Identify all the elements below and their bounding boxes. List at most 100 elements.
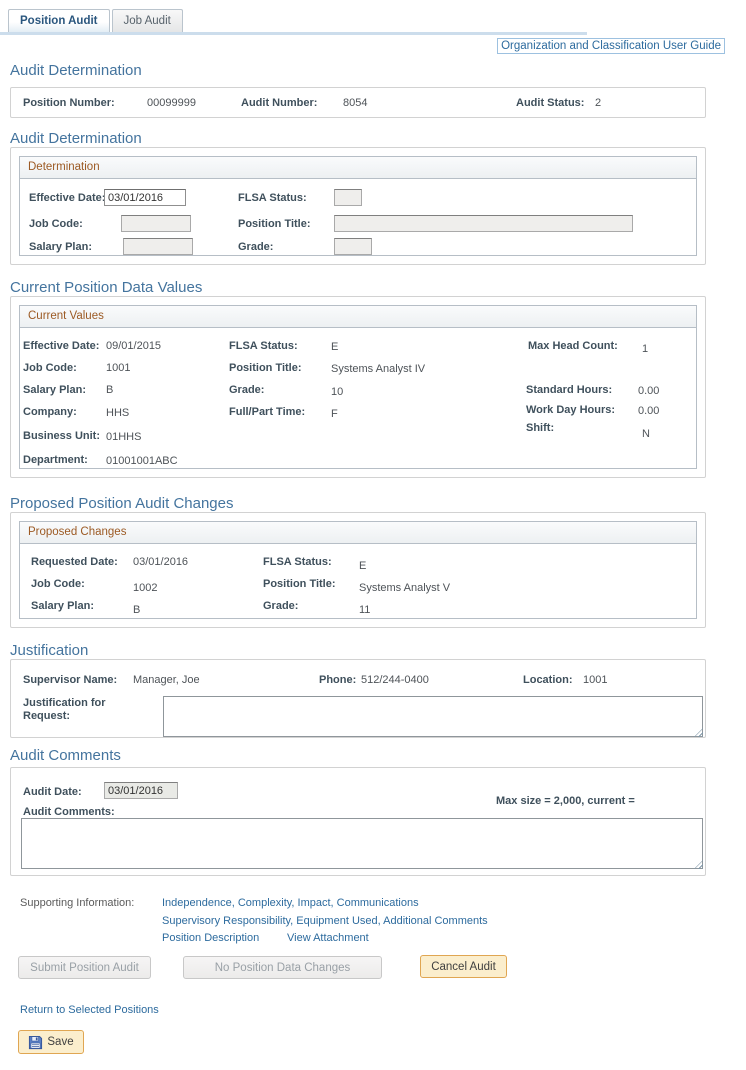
cur-max-head-count-value: 1 xyxy=(642,343,649,355)
proposed-changes-fields: Requested Date: 03/01/2016 Job Code: 100… xyxy=(20,544,696,619)
prop-salary-plan-value: B xyxy=(133,604,141,616)
cancel-audit-button[interactable]: Cancel Audit xyxy=(420,955,507,978)
prop-salary-plan-label: Salary Plan: xyxy=(31,600,94,612)
location-label: Location: xyxy=(523,674,573,686)
current-values-box: Current Values Effective Date: 09/01/201… xyxy=(10,296,706,478)
audit-number-value: 8054 xyxy=(343,97,368,109)
prop-flsa-value: E xyxy=(359,560,367,572)
justification-box: Supervisor Name: Manager, Joe Phone: 512… xyxy=(10,659,706,738)
user-guide-link[interactable]: Organization and Classification User Gui… xyxy=(497,38,725,54)
prop-job-code-value: 1002 xyxy=(133,582,158,594)
determination-group-title: Determination xyxy=(20,157,696,179)
save-button-label: Save xyxy=(47,1036,74,1048)
max-size-note: Max size = 2,000, current = xyxy=(496,795,635,807)
determination-groupbox: Determination Effective Date: FLSA Statu… xyxy=(19,156,697,256)
location-value: 1001 xyxy=(583,674,608,686)
cur-business-unit-value: 01HHS xyxy=(106,431,142,443)
cur-salary-plan-label: Salary Plan: xyxy=(23,384,86,396)
effective-date-input[interactable] xyxy=(104,189,186,206)
prop-requested-date-label: Requested Date: xyxy=(31,556,118,568)
proposed-changes-group-title: Proposed Changes xyxy=(20,522,696,544)
flsa-status-label: FLSA Status: xyxy=(238,192,307,204)
audit-comments-box: Audit Date: Max size = 2,000, current = … xyxy=(10,767,706,876)
tab-bar: Position Audit Job Audit xyxy=(8,9,183,32)
link-independence-complexity[interactable]: Independence, Complexity, Impact, Commun… xyxy=(162,897,419,909)
salary-plan-input[interactable] xyxy=(123,238,193,255)
position-title-input[interactable] xyxy=(334,215,633,232)
cur-full-part-value: F xyxy=(331,408,338,420)
audit-comments-label: Audit Comments: xyxy=(23,806,115,818)
cur-flsa-label: FLSA Status: xyxy=(229,340,298,352)
job-code-input[interactable] xyxy=(121,215,191,232)
return-to-selected-positions-link[interactable]: Return to Selected Positions xyxy=(20,1004,159,1016)
audit-date-label: Audit Date: xyxy=(23,786,82,798)
phone-label: Phone: xyxy=(319,674,357,686)
save-icon xyxy=(28,1035,43,1050)
section-heading-audit-determination-info: Audit Determination xyxy=(10,62,142,79)
cur-work-day-hours-value: 0.00 xyxy=(638,405,660,417)
justification-request-textarea[interactable] xyxy=(163,696,703,737)
cur-company-value: HHS xyxy=(106,407,130,419)
audit-comments-textarea[interactable] xyxy=(21,818,703,869)
prop-position-title-value: Systems Analyst V xyxy=(359,582,451,594)
tab-job-audit[interactable]: Job Audit xyxy=(111,9,183,32)
cur-standard-hours-label: Standard Hours: xyxy=(526,384,613,396)
link-supervisory-responsibility[interactable]: Supervisory Responsibility, Equipment Us… xyxy=(162,915,488,927)
supervisor-name-value: Manager, Joe xyxy=(133,674,200,686)
proposed-changes-box: Proposed Changes Requested Date: 03/01/2… xyxy=(10,512,706,628)
current-values-groupbox: Current Values Effective Date: 09/01/201… xyxy=(19,305,697,469)
cur-department-value: 01001001ABC xyxy=(106,455,178,467)
resize-handle-icon[interactable] xyxy=(694,728,703,737)
current-values-group-title: Current Values xyxy=(20,306,696,328)
section-heading-proposed-changes: Proposed Position Audit Changes xyxy=(10,495,234,512)
cur-standard-hours-value: 0.00 xyxy=(638,385,660,397)
position-number-label: Position Number: xyxy=(23,97,115,109)
no-position-data-changes-button[interactable]: No Position Data Changes xyxy=(183,956,382,979)
job-code-label: Job Code: xyxy=(29,218,83,230)
tab-underline xyxy=(0,32,587,35)
position-title-label: Position Title: xyxy=(238,218,311,230)
section-heading-current-values: Current Position Data Values xyxy=(10,279,203,296)
salary-plan-label: Salary Plan: xyxy=(29,241,92,253)
cur-department-label: Department: xyxy=(23,454,88,466)
prop-grade-value: 11 xyxy=(359,604,371,616)
grade-label: Grade: xyxy=(238,241,274,253)
cur-work-day-hours-label: Work Day Hours: xyxy=(526,404,616,416)
supervisor-name-label: Supervisor Name: xyxy=(23,674,118,686)
cur-grade-value: 10 xyxy=(331,386,344,398)
link-view-attachment[interactable]: View Attachment xyxy=(287,932,369,944)
cur-job-code-label: Job Code: xyxy=(23,362,77,374)
submit-position-audit-button[interactable]: Submit Position Audit xyxy=(18,956,151,979)
audit-date-input[interactable] xyxy=(104,782,178,799)
resize-handle-icon[interactable] xyxy=(694,860,703,869)
cur-max-head-count-label: Max Head Count: xyxy=(528,340,618,352)
phone-value: 512/244-0400 xyxy=(361,674,429,686)
audit-number-label: Audit Number: xyxy=(241,97,318,109)
section-heading-justification: Justification xyxy=(10,642,89,659)
effective-date-label: Effective Date: xyxy=(29,192,106,204)
audit-status-label: Audit Status: xyxy=(516,97,585,109)
cur-position-title-value: Systems Analyst IV xyxy=(331,363,426,375)
audit-determination-box: Determination Effective Date: FLSA Statu… xyxy=(10,147,706,265)
save-button[interactable]: Save xyxy=(18,1030,84,1054)
cur-company-label: Company: xyxy=(23,406,77,418)
cur-shift-value: N xyxy=(642,428,650,440)
current-values-fields: Effective Date: 09/01/2015 Job Code: 100… xyxy=(20,328,696,469)
prop-grade-label: Grade: xyxy=(263,600,299,612)
flsa-status-input[interactable] xyxy=(334,189,362,206)
prop-position-title-label: Position Title: xyxy=(263,578,336,590)
prop-requested-date-value: 03/01/2016 xyxy=(133,556,189,568)
cur-position-title-label: Position Title: xyxy=(229,362,302,374)
cur-effective-date-value: 09/01/2015 xyxy=(106,340,162,352)
cur-business-unit-label: Business Unit: xyxy=(23,430,101,442)
audit-info-box: Position Number: 00099999 Audit Number: … xyxy=(10,87,706,118)
cur-full-part-label: Full/Part Time: xyxy=(229,406,306,418)
link-position-description[interactable]: Position Description xyxy=(162,932,260,944)
grade-input[interactable] xyxy=(334,238,372,255)
cur-effective-date-label: Effective Date: xyxy=(23,340,100,352)
position-number-value: 00099999 xyxy=(147,97,196,109)
tab-position-audit[interactable]: Position Audit xyxy=(8,9,110,32)
cur-job-code-value: 1001 xyxy=(106,362,131,374)
section-heading-audit-comments: Audit Comments xyxy=(10,747,121,764)
proposed-changes-groupbox: Proposed Changes Requested Date: 03/01/2… xyxy=(19,521,697,619)
